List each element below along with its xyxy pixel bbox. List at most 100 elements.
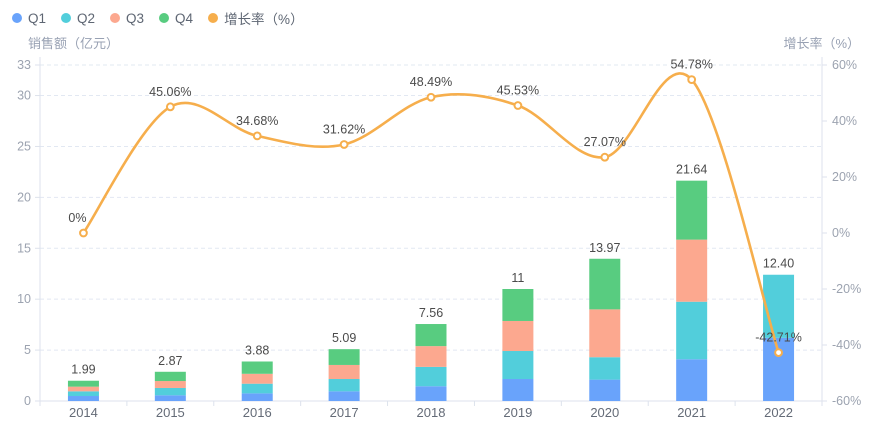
- legend-item-growth-rate[interactable]: 增长率（%）: [208, 8, 304, 28]
- bar-total-label: 7.56: [419, 306, 443, 320]
- bar-segment-q2-2016[interactable]: [241, 383, 273, 394]
- line-point-marker-2019[interactable]: [513, 101, 523, 110]
- bar-total-label: 5.09: [332, 331, 356, 345]
- chart-legend: Q1 Q2 Q3 Q4 增长率（%）: [12, 8, 304, 28]
- bar-segment-q1-2015[interactable]: [154, 395, 186, 401]
- bar-segment-q4-2015[interactable]: [154, 371, 186, 382]
- right-axis-tick-label: 0%: [832, 226, 850, 240]
- legend-item-q3[interactable]: Q3: [110, 11, 144, 26]
- growth-point-label: 45.53%: [497, 84, 539, 98]
- bar-segment-q2-2019[interactable]: [502, 351, 534, 380]
- x-axis-category-label: 2022: [764, 405, 793, 420]
- x-axis-category-label: 2019: [503, 405, 532, 420]
- bar-total-label: 1.99: [71, 363, 95, 377]
- bar-segment-q4-2016[interactable]: [241, 361, 273, 374]
- bar-segment-q2-2018[interactable]: [415, 366, 447, 387]
- x-axis-category-label: 2020: [590, 405, 619, 420]
- growth-point-label: 34.68%: [236, 114, 278, 128]
- right-axis-tick-label: 20%: [832, 170, 857, 184]
- bar-segment-q1-2022[interactable]: [763, 337, 795, 401]
- legend-dot-icon: [61, 13, 72, 23]
- legend-dot-icon: [208, 13, 219, 23]
- left-axis-tick-label: 15: [17, 241, 31, 255]
- line-point-marker-2022[interactable]: [774, 348, 783, 357]
- x-axis-category-label: 2018: [417, 405, 446, 420]
- bar-total-label: 21.64: [676, 163, 707, 177]
- bar-segment-q4-2019[interactable]: [502, 289, 534, 321]
- bar-segment-q2-2020[interactable]: [589, 357, 621, 380]
- bar-segment-q1-2020[interactable]: [589, 379, 621, 401]
- bar-segment-q1-2014[interactable]: [67, 396, 99, 401]
- growth-point-label: 27.07%: [584, 135, 626, 149]
- legend-dot-icon: [12, 13, 22, 23]
- legend-item-label: 增长率（%）: [224, 12, 304, 27]
- bar-total-label: 13.97: [589, 241, 620, 255]
- left-axis-tick-label: 5: [24, 343, 31, 357]
- bar-segment-q2-2017[interactable]: [328, 379, 360, 392]
- bar-segment-q3-2020[interactable]: [589, 309, 621, 358]
- bar-segment-q3-2017[interactable]: [328, 364, 360, 380]
- legend-item-label: Q1: [28, 10, 47, 26]
- bar-segment-q3-2019[interactable]: [502, 320, 534, 352]
- left-axis-tick-label: 30: [17, 89, 31, 103]
- bar-segment-q1-2016[interactable]: [241, 393, 273, 401]
- bar-segment-q4-2020[interactable]: [589, 258, 621, 310]
- bar-segment-q2-2015[interactable]: [154, 387, 186, 396]
- left-axis-tick-label: 0: [24, 394, 31, 408]
- legend-dot-icon: [110, 13, 121, 23]
- right-axis-tick-label: 40%: [832, 114, 857, 128]
- bar-segment-q2-2022[interactable]: [763, 274, 795, 338]
- bar-segment-q4-2018[interactable]: [415, 324, 447, 347]
- bar-segment-q1-2021[interactable]: [676, 359, 708, 401]
- bar-segment-q1-2019[interactable]: [502, 379, 534, 401]
- legend-item-q2[interactable]: Q2: [61, 11, 95, 26]
- bar-segment-q3-2015[interactable]: [154, 381, 186, 388]
- left-axis-title: 销售额（亿元）: [28, 36, 120, 51]
- growth-point-label: 48.49%: [410, 75, 452, 89]
- legend-item-q1[interactable]: Q1: [12, 11, 46, 26]
- bar-total-label: 2.87: [158, 354, 182, 368]
- right-axis-tick-label: -60%: [832, 394, 861, 408]
- bar-segment-q4-2014[interactable]: [67, 380, 99, 387]
- line-point-marker-2015[interactable]: [165, 102, 175, 112]
- bar-segment-q2-2014[interactable]: [67, 391, 99, 397]
- bar-segment-q3-2018[interactable]: [415, 346, 447, 367]
- left-axis-tick-label: 10: [17, 292, 31, 306]
- right-axis-tick-label: 60%: [832, 58, 857, 72]
- bar-segment-q3-2021[interactable]: [676, 239, 708, 302]
- left-axis-tick-label: 25: [17, 139, 31, 153]
- bar-segment-q2-2021[interactable]: [676, 301, 708, 360]
- line-point-marker-2020[interactable]: [600, 152, 610, 162]
- bar-segment-q3-2014[interactable]: [67, 386, 99, 392]
- x-axis-category-label: 2015: [156, 405, 185, 420]
- x-axis-category-label: 2014: [69, 405, 98, 420]
- growth-point-label: 31.62%: [323, 122, 365, 136]
- right-axis-tick-label: -40%: [832, 338, 861, 352]
- x-axis-category-label: 2016: [243, 405, 272, 420]
- growth-point-label: 54.78%: [670, 58, 712, 72]
- growth-point-label: -42.71%: [755, 331, 802, 345]
- legend-item-q4[interactable]: Q4: [159, 11, 193, 26]
- line-point-marker-2021[interactable]: [687, 75, 697, 85]
- left-axis-tick-label: 33: [17, 58, 31, 72]
- legend-item-label: Q2: [77, 10, 96, 26]
- line-point-marker-2016[interactable]: [252, 131, 262, 141]
- line-point-marker-2014[interactable]: [79, 228, 88, 238]
- bar-segment-q4-2017[interactable]: [328, 349, 360, 365]
- bar-segment-q1-2018[interactable]: [415, 386, 447, 401]
- bar-segment-q4-2021[interactable]: [676, 180, 708, 240]
- bar-segment-q3-2016[interactable]: [241, 373, 273, 384]
- legend-dot-icon: [159, 13, 170, 23]
- right-axis-title: 增长率（%）: [783, 36, 860, 51]
- bar-segment-q1-2017[interactable]: [328, 391, 360, 401]
- x-axis-category-label: 2021: [677, 405, 706, 420]
- right-axis-tick-label: -20%: [832, 282, 861, 296]
- bar-total-label: 11: [511, 271, 524, 285]
- line-point-marker-2018[interactable]: [426, 92, 436, 102]
- line-point-marker-2017[interactable]: [339, 140, 349, 149]
- legend-item-label: Q3: [126, 10, 145, 26]
- growth-point-label: 45.06%: [149, 85, 191, 99]
- legend-item-label: Q4: [175, 10, 194, 26]
